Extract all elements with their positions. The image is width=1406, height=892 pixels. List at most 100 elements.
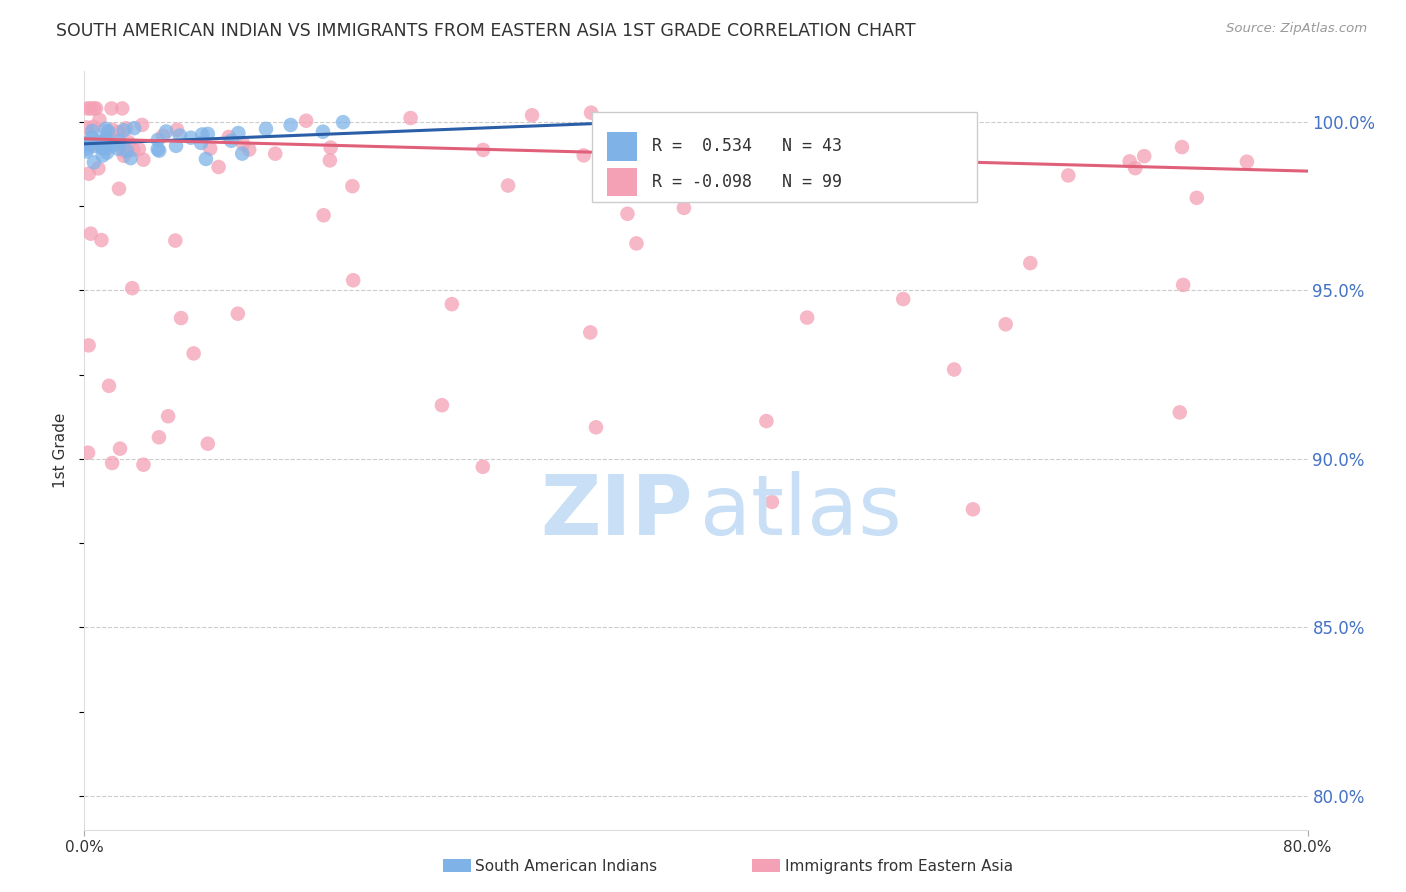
Point xyxy=(79,102,101,116)
FancyBboxPatch shape xyxy=(606,132,637,161)
Point xyxy=(77,167,100,181)
Point xyxy=(132,153,155,167)
Point xyxy=(1171,277,1194,292)
Point xyxy=(157,409,180,424)
Point xyxy=(83,139,105,153)
Point xyxy=(943,362,966,376)
Point xyxy=(1057,169,1080,183)
Point xyxy=(100,102,122,116)
Point xyxy=(755,414,778,428)
Point xyxy=(197,436,219,450)
Point xyxy=(218,130,240,145)
Point xyxy=(152,128,174,143)
Point xyxy=(295,113,318,128)
Point xyxy=(76,102,98,116)
Point xyxy=(148,144,170,158)
Point xyxy=(115,144,138,158)
Point xyxy=(312,208,335,222)
Point xyxy=(399,111,422,125)
Point xyxy=(117,135,139,149)
Point xyxy=(76,120,98,135)
Point xyxy=(226,307,249,321)
Point xyxy=(80,130,103,145)
Point xyxy=(232,136,254,151)
FancyBboxPatch shape xyxy=(592,112,977,202)
Point xyxy=(107,125,129,139)
Text: South American Indians: South American Indians xyxy=(475,859,658,873)
Point xyxy=(231,146,253,161)
Point xyxy=(838,120,860,135)
FancyBboxPatch shape xyxy=(606,168,637,196)
Point xyxy=(120,151,142,165)
Point xyxy=(471,459,494,474)
Point xyxy=(1019,256,1042,270)
Point xyxy=(82,124,104,138)
Point xyxy=(165,234,187,248)
Point xyxy=(111,102,134,116)
Point xyxy=(110,138,132,153)
Point xyxy=(170,311,193,326)
Point xyxy=(84,102,107,116)
Point xyxy=(342,273,364,287)
Point xyxy=(672,201,695,215)
Point xyxy=(90,233,112,247)
Point xyxy=(128,142,150,156)
Point xyxy=(131,118,153,132)
Point xyxy=(730,142,752,156)
Point xyxy=(96,142,118,156)
Point xyxy=(91,141,114,155)
Point xyxy=(108,134,131,148)
Point xyxy=(312,125,335,139)
Point xyxy=(80,227,103,241)
Point xyxy=(1123,161,1146,176)
Point xyxy=(101,138,124,153)
Point xyxy=(132,458,155,472)
Point xyxy=(190,136,212,150)
Point xyxy=(96,132,118,146)
Y-axis label: 1st Grade: 1st Grade xyxy=(53,413,69,488)
Point xyxy=(77,136,100,151)
Point xyxy=(82,120,104,134)
Point xyxy=(207,160,229,174)
Point xyxy=(697,131,720,145)
Point xyxy=(1236,154,1258,169)
Point xyxy=(87,135,110,149)
Point xyxy=(101,122,124,136)
Point xyxy=(197,127,219,141)
Point xyxy=(585,420,607,434)
Point xyxy=(169,128,191,143)
Point xyxy=(1168,405,1191,419)
Point xyxy=(122,143,145,157)
Point xyxy=(112,149,135,163)
Point xyxy=(77,445,100,459)
Point xyxy=(108,182,131,196)
Point xyxy=(319,153,342,168)
Point xyxy=(97,137,120,152)
Point xyxy=(579,105,602,120)
Point xyxy=(94,121,117,136)
Point xyxy=(98,379,121,393)
Point xyxy=(166,122,188,136)
Point xyxy=(1133,149,1156,163)
Text: atlas: atlas xyxy=(700,471,901,551)
Point xyxy=(801,134,824,148)
Point xyxy=(155,124,177,138)
Point xyxy=(96,145,118,160)
Point xyxy=(579,326,602,340)
Point xyxy=(1185,191,1208,205)
Point xyxy=(254,121,277,136)
Point xyxy=(198,142,221,156)
Point xyxy=(194,152,217,166)
Point xyxy=(87,161,110,176)
Point xyxy=(97,124,120,138)
Point xyxy=(342,179,364,194)
Point xyxy=(440,297,463,311)
Point xyxy=(280,118,302,132)
Point xyxy=(228,126,250,140)
Point xyxy=(994,318,1017,332)
Point xyxy=(572,148,595,162)
Point xyxy=(82,137,104,152)
Point xyxy=(607,155,630,169)
Point xyxy=(238,143,260,157)
Point xyxy=(146,133,169,147)
